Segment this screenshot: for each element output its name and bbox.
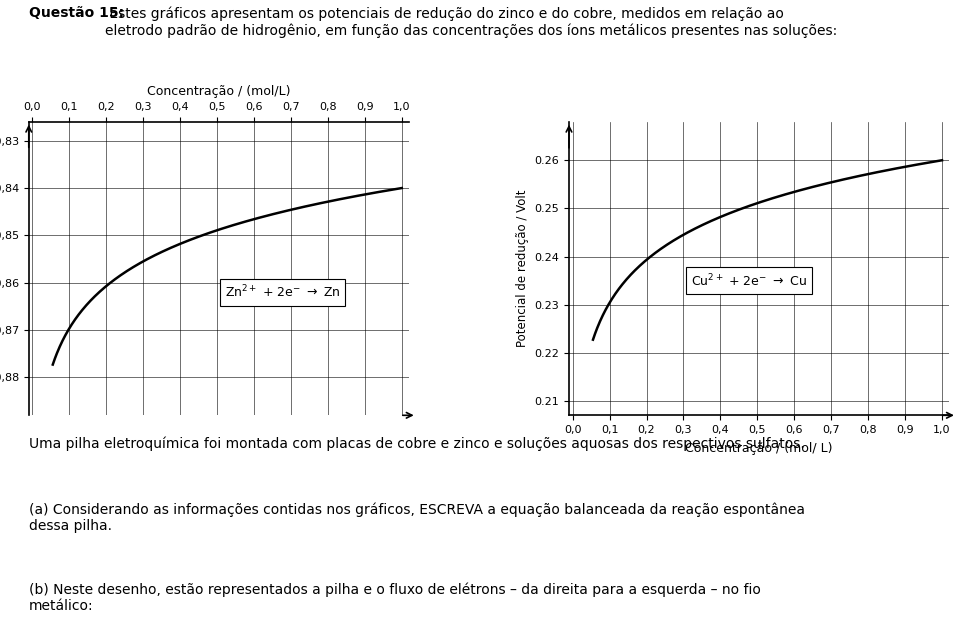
Text: $\mathrm{Cu}^{2+}$ + 2e$^{-}$ $\rightarrow$ Cu: $\mathrm{Cu}^{2+}$ + 2e$^{-}$ $\rightarr… [690, 272, 807, 289]
X-axis label: Concentração / (mol/ L): Concentração / (mol/ L) [686, 442, 833, 455]
Text: Questão 15:: Questão 15: [29, 6, 124, 20]
Text: Uma pilha eletroquímica foi montada com placas de cobre e zinco e soluções aquos: Uma pilha eletroquímica foi montada com … [29, 437, 805, 451]
Text: Estes gráficos apresentam os potenciais de redução do zinco e do cobre, medidos : Estes gráficos apresentam os potenciais … [105, 6, 837, 38]
Text: (a) Considerando as informações contidas nos gráficos, ESCREVA a equação balance: (a) Considerando as informações contidas… [29, 503, 805, 533]
Text: $\mathrm{Zn}^{2+}$ + 2e$^{-}$ $\rightarrow$ Zn: $\mathrm{Zn}^{2+}$ + 2e$^{-}$ $\rightarr… [224, 284, 340, 300]
Text: (b) Neste desenho, estão representados a pilha e o fluxo de elétrons – da direit: (b) Neste desenho, estão representados a… [29, 582, 760, 613]
X-axis label: Concentração / (mol/L): Concentração / (mol/L) [148, 85, 291, 98]
Y-axis label: Potencial de redução / Volt: Potencial de redução / Volt [516, 190, 528, 347]
